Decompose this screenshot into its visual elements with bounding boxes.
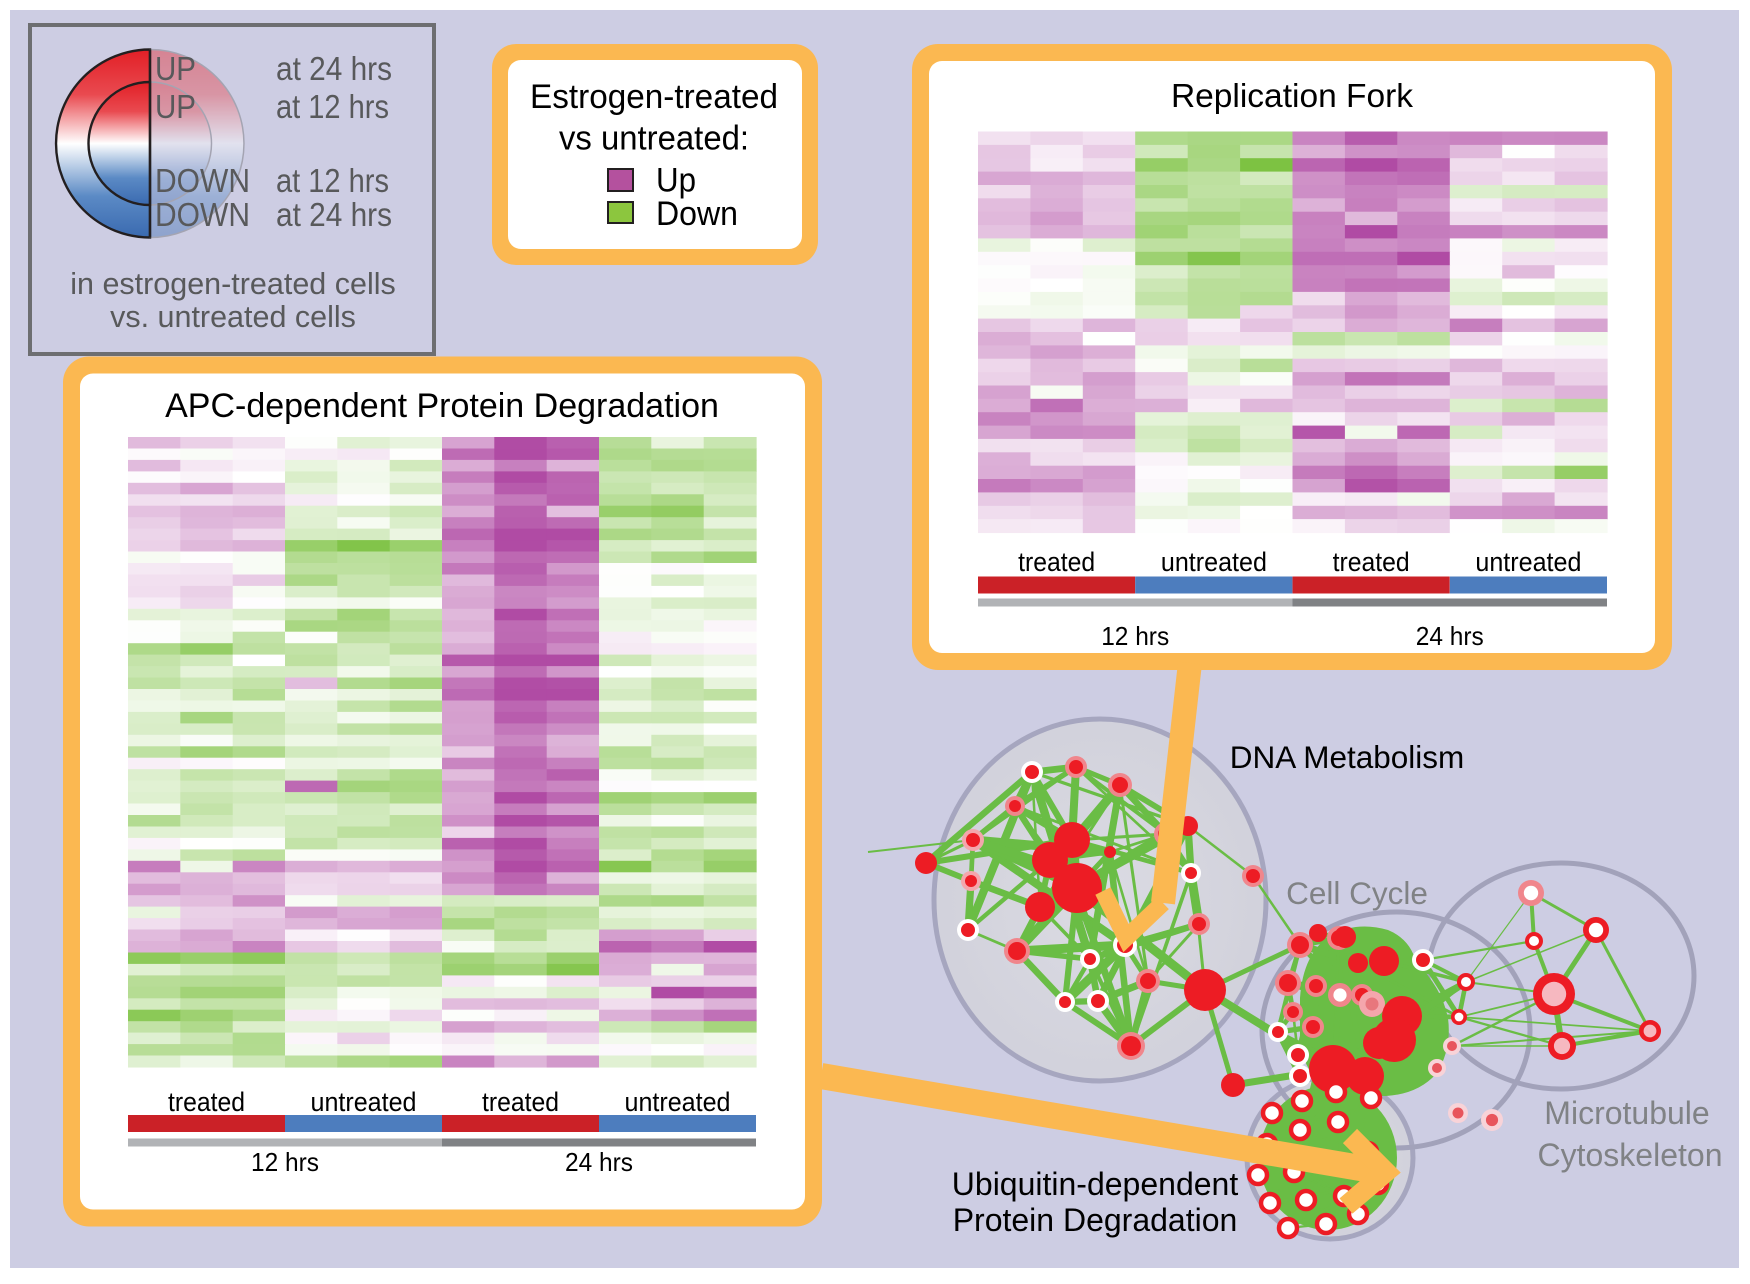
svg-text:24 hrs: 24 hrs <box>1416 621 1484 651</box>
svg-text:Ubiquitin-dependent: Ubiquitin-dependent <box>952 1166 1239 1202</box>
svg-text:Estrogen-treated: Estrogen-treated <box>530 78 778 116</box>
svg-text:Protein Degradation: Protein Degradation <box>953 1202 1238 1238</box>
svg-text:Cytoskeleton: Cytoskeleton <box>1538 1137 1723 1173</box>
svg-text:untreated: untreated <box>1475 547 1581 577</box>
svg-text:DOWN: DOWN <box>155 163 250 200</box>
svg-text:untreated: untreated <box>311 1087 417 1117</box>
svg-text:Microtubule: Microtubule <box>1544 1095 1709 1131</box>
svg-text:in estrogen-treated cells: in estrogen-treated cells <box>70 267 396 301</box>
svg-text:untreated: untreated <box>625 1087 731 1117</box>
svg-text:Up: Up <box>656 162 696 200</box>
svg-text:DOWN: DOWN <box>155 197 250 234</box>
svg-text:treated: treated <box>482 1087 559 1117</box>
svg-text:treated: treated <box>168 1087 245 1117</box>
svg-text:12 hrs: 12 hrs <box>1101 621 1169 651</box>
svg-text:24 hrs: 24 hrs <box>565 1147 633 1177</box>
svg-text:Down: Down <box>656 195 738 233</box>
svg-text:treated: treated <box>1018 547 1095 577</box>
svg-text:DNA Metabolism: DNA Metabolism <box>1230 739 1465 775</box>
svg-text:UP: UP <box>155 89 196 126</box>
svg-text:Cell Cycle: Cell Cycle <box>1286 875 1428 911</box>
svg-text:at 24 hrs: at 24 hrs <box>276 51 392 88</box>
svg-text:UP: UP <box>155 51 196 88</box>
svg-text:vs. untreated cells: vs. untreated cells <box>110 300 356 334</box>
svg-text:12 hrs: 12 hrs <box>251 1147 319 1177</box>
svg-text:vs untreated:: vs untreated: <box>559 120 749 158</box>
svg-text:at 12 hrs: at 12 hrs <box>276 89 389 126</box>
svg-text:APC-dependent Protein Degradat: APC-dependent Protein Degradation <box>165 387 719 425</box>
svg-text:treated: treated <box>1333 547 1410 577</box>
svg-text:untreated: untreated <box>1161 547 1267 577</box>
svg-text:at 12 hrs: at 12 hrs <box>276 163 389 200</box>
svg-text:Replication Fork: Replication Fork <box>1171 78 1413 115</box>
svg-text:at 24 hrs: at 24 hrs <box>276 197 392 234</box>
